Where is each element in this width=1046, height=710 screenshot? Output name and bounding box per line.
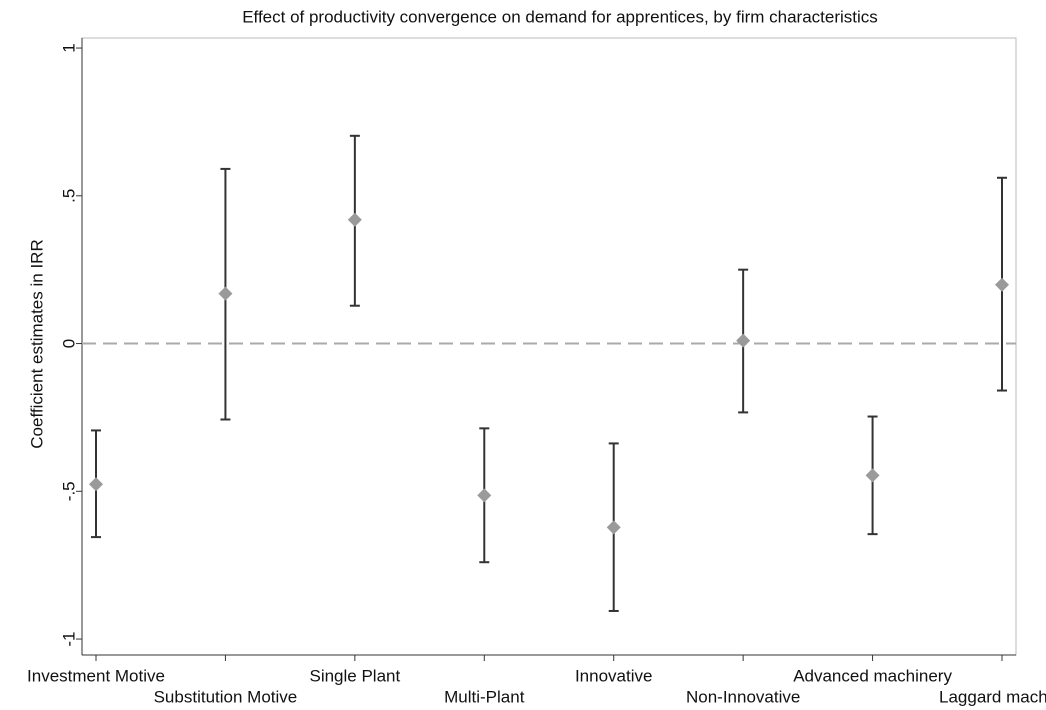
y-axis-title: Coefficient estimates in IRR xyxy=(27,239,46,448)
x-tick-label: Advanced machinery xyxy=(793,666,952,685)
x-tick-label: Non-Innovative xyxy=(686,687,800,706)
point xyxy=(865,468,880,483)
y-tick-label: -.5 xyxy=(59,481,78,501)
point xyxy=(995,277,1009,292)
x-tick-label: Single Plant xyxy=(309,666,400,685)
x-tick-label: Investment Motive xyxy=(27,666,165,685)
chart-title: Effect of productivity convergence on de… xyxy=(242,7,878,26)
point xyxy=(477,488,492,503)
y-tick-label: -1 xyxy=(59,631,78,646)
x-tick-label: Laggard mach xyxy=(939,687,1046,706)
point xyxy=(347,212,362,227)
point xyxy=(89,477,103,492)
y-tick-label: .5 xyxy=(59,189,78,203)
y-tick-label: 0 xyxy=(59,339,78,348)
y-tick-label: 1 xyxy=(59,43,78,52)
x-tick-label: Multi-Plant xyxy=(444,687,525,706)
x-tick-label: Substitution Motive xyxy=(154,687,298,706)
point xyxy=(736,333,751,348)
point xyxy=(606,520,621,535)
x-tick-label: Innovative xyxy=(575,666,653,685)
point xyxy=(218,286,233,301)
